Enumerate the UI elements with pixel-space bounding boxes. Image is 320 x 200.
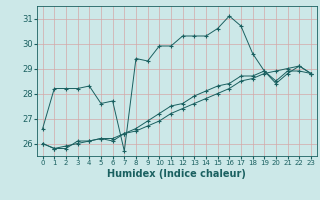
X-axis label: Humidex (Indice chaleur): Humidex (Indice chaleur) (108, 169, 246, 179)
